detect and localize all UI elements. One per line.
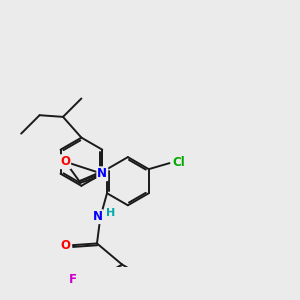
Text: O: O bbox=[60, 155, 70, 168]
Text: O: O bbox=[61, 238, 70, 252]
Text: F: F bbox=[69, 273, 77, 286]
Text: H: H bbox=[106, 208, 116, 218]
Text: N: N bbox=[93, 210, 103, 223]
Text: N: N bbox=[97, 167, 107, 180]
Text: Cl: Cl bbox=[172, 156, 185, 169]
